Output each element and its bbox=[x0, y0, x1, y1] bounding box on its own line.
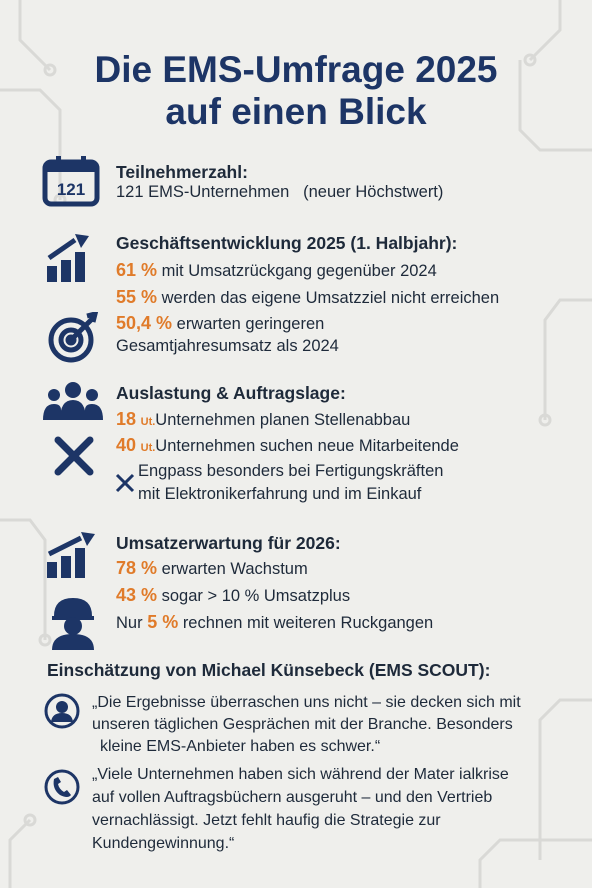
line-text: mit Elektronikerfahrung und im Einkauf bbox=[138, 485, 422, 503]
line-text: werden das eigene Umsatzziel nicht errei… bbox=[161, 289, 500, 307]
line-text: erwarten Wachstum bbox=[161, 560, 308, 578]
text-line: mit Elektronikerfahrung und im Einkauf bbox=[138, 482, 421, 506]
title: Die EMS-Umfrage 2025 bbox=[94, 49, 498, 90]
section-heading: Auslastung & Auftragslage: bbox=[116, 383, 346, 403]
quote-line: „Viele Unternehmen haben sich während de… bbox=[92, 766, 509, 783]
text-line: Gesamtjahresumsatz als 2024 bbox=[116, 334, 339, 358]
text-line: 18 Ut.Unternehmen planen Stellenabbau bbox=[116, 407, 410, 434]
target-icon bbox=[48, 312, 99, 363]
quote-line: „Die Ergebnisse überraschen uns nicht – … bbox=[92, 694, 521, 711]
line-text: erwarten geringeren bbox=[176, 315, 325, 333]
text-line: Engpass besonders bei Fertigungskräften bbox=[138, 459, 443, 483]
calendar-icon: 121 bbox=[42, 156, 100, 207]
highlight-value: 43 % bbox=[116, 585, 158, 605]
text-line: Nur 5 % rechnen mit weiteren Ruckgangen bbox=[116, 610, 433, 635]
title: auf einen Blick bbox=[165, 91, 427, 132]
text-line: 40 Ut.Unternehmen suchen neue Mitarbeite… bbox=[116, 433, 459, 460]
quote-line: Kundengewinnung.“ bbox=[92, 835, 235, 852]
cross-icon bbox=[115, 473, 135, 493]
growth-icon bbox=[47, 532, 95, 578]
phone-icon bbox=[44, 769, 80, 805]
prefix: Nur bbox=[116, 614, 143, 632]
quote-line: unseren täglichen Gesprächen mit der Bra… bbox=[92, 716, 513, 733]
quote-line: vernachlässigt. Jetzt fehlt haufig die S… bbox=[92, 812, 441, 829]
quote-line: kleine EMS-Anbieter haben es schwer.“ bbox=[100, 738, 381, 755]
highlight-value: 61 % bbox=[116, 260, 158, 280]
line-text: sogar > 10 % Umsatzplus bbox=[161, 587, 351, 605]
line-text: Engpass besonders bei Fertigungskräften bbox=[138, 462, 444, 480]
highlight-value: 50,4 % bbox=[116, 313, 173, 333]
highlight-value: 78 % bbox=[116, 558, 158, 578]
line-text: Gesamtjahresumsatz als 2024 bbox=[116, 337, 339, 355]
text-line: 55 % werden das eigene Umsatzziel nicht … bbox=[116, 285, 499, 310]
section-heading: Teilnehmerzahl: bbox=[116, 162, 248, 182]
quote-line: auf vollen Auftragsbüchern ausgeruht – u… bbox=[92, 789, 493, 806]
line-text: rechnen mit weiteren Ruckgangen bbox=[182, 614, 434, 632]
growth-icon bbox=[47, 234, 89, 282]
section-heading: Geschäftsentwicklung 2025 (1. Halbjahr): bbox=[116, 233, 458, 253]
text-line: 78 % erwarten Wachstum bbox=[116, 556, 308, 581]
highlight-value: 55 % bbox=[116, 287, 158, 307]
assessment-heading: Einschätzung von Michael Künsebeck (EMS … bbox=[47, 660, 491, 680]
highlight-value: 18 bbox=[116, 409, 137, 429]
highlight-value: 5 % bbox=[147, 612, 179, 632]
line-text: 121 EMS-Unternehmen (neuer Höchstwert) bbox=[116, 183, 444, 201]
unit: Ut. bbox=[140, 442, 156, 454]
person-icon bbox=[44, 693, 80, 729]
section-heading: Umsatzerwartung für 2026: bbox=[116, 533, 341, 553]
text-line: 121 EMS-Unternehmen (neuer Höchstwert) bbox=[116, 180, 443, 204]
tools-icon bbox=[54, 436, 94, 476]
line-text: Unternehmen suchen neue Mitarbeitende bbox=[155, 437, 459, 455]
line-text: mit Umsatzrückgang gegenüber 2024 bbox=[161, 262, 437, 280]
team-icon bbox=[43, 382, 103, 420]
highlight-value: 40 bbox=[116, 435, 137, 455]
worker-icon bbox=[52, 598, 94, 650]
icon-text: 121 bbox=[57, 180, 85, 199]
line-text: Unternehmen planen Stellenabbau bbox=[155, 411, 411, 429]
text-line: 43 % sogar > 10 % Umsatzplus bbox=[116, 583, 350, 608]
text-line: 50,4 % erwarten geringeren bbox=[116, 311, 324, 336]
text-line: 61 % mit Umsatzrückgang gegenüber 2024 bbox=[116, 258, 437, 283]
unit: Ut. bbox=[140, 416, 156, 428]
